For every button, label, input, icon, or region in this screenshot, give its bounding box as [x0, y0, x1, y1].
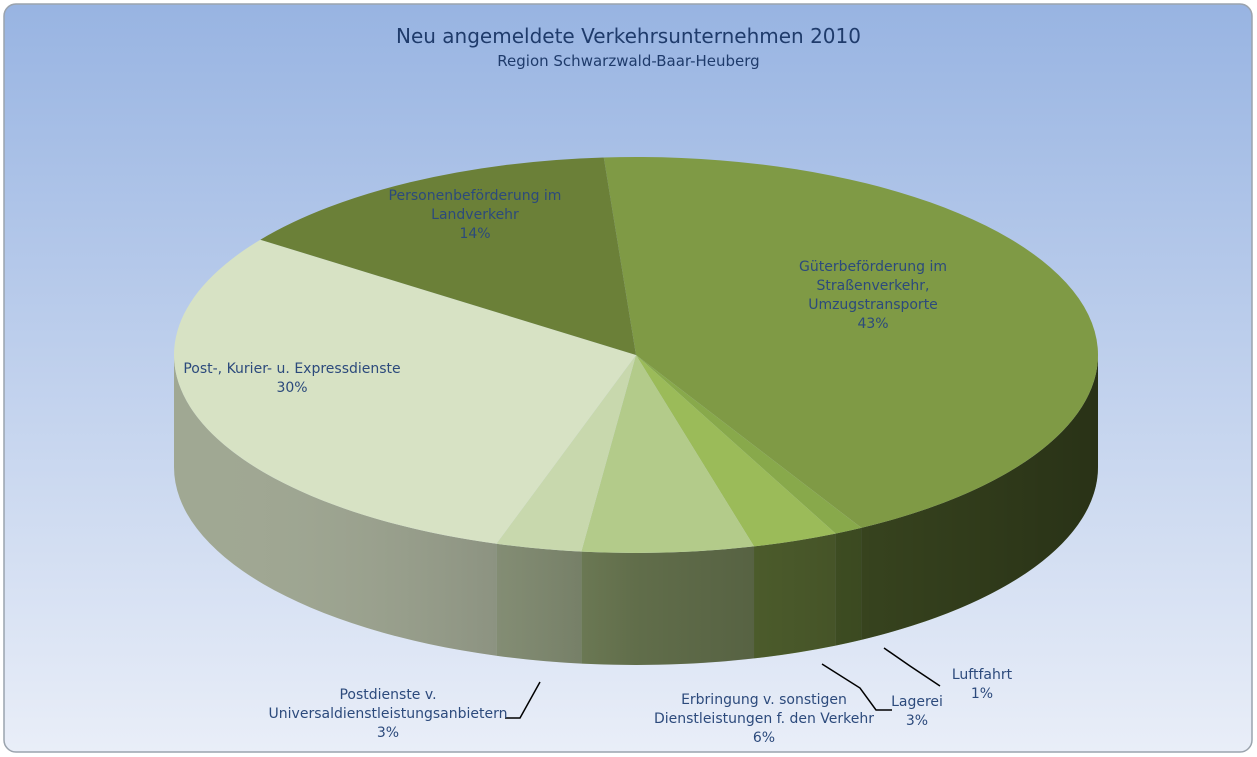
leader-lines: [505, 647, 941, 719]
value-label: 43%: [857, 316, 889, 332]
category-label: Luftfahrt: [951, 667, 1013, 683]
category-label: Personenbeförderung im Landverkehr: [388, 188, 562, 223]
category-label: Erbringung v. sonstigen Dienstleistungen…: [653, 692, 875, 727]
side-walls: [174, 355, 1098, 665]
slice: [636, 355, 862, 534]
category-label: Post-, Kurier- u. Expressdienste: [183, 361, 401, 377]
value-label: 1%: [970, 686, 994, 702]
data-label: Postdienste v. Universaldienstleistungsa…: [258, 686, 518, 743]
data-label: Güterbeförderung im Straßenverkehr, Umzu…: [773, 258, 973, 334]
chart-title: Neu angemeldete Verkehrsunternehmen 2010: [396, 24, 861, 48]
slices: [173, 157, 1098, 553]
data-label: Personenbeförderung im Landverkehr 14%: [375, 187, 575, 244]
chart-subtitle: Region Schwarzwald-Baar-Heuberg: [497, 52, 760, 70]
value-label: 3%: [905, 713, 929, 729]
value-label: 14%: [459, 226, 491, 242]
slice: [581, 355, 755, 553]
value-label: 6%: [752, 730, 776, 746]
side-shade: [174, 355, 1098, 665]
value-label: 30%: [276, 380, 308, 396]
slice: [496, 355, 636, 552]
leader-line: [505, 681, 541, 719]
value-label: 3%: [376, 725, 400, 741]
data-label: Luftfahrt 1%: [942, 666, 1022, 704]
slice: [260, 157, 636, 355]
slice: [636, 355, 836, 547]
slice: [173, 239, 636, 544]
category-label: Postdienste v. Universaldienstleistungsa…: [268, 687, 508, 722]
slice: [603, 157, 1098, 528]
category-label: Lagerei: [891, 694, 943, 710]
leader-line: [883, 647, 941, 687]
data-label: Post-, Kurier- u. Expressdienste 30%: [162, 360, 422, 398]
category-label: Güterbeförderung im Straßenverkehr, Umzu…: [799, 259, 947, 313]
data-label: Lagerei 3%: [877, 693, 957, 731]
data-label: Erbringung v. sonstigen Dienstleistungen…: [634, 691, 894, 748]
leader-line: [821, 663, 892, 711]
